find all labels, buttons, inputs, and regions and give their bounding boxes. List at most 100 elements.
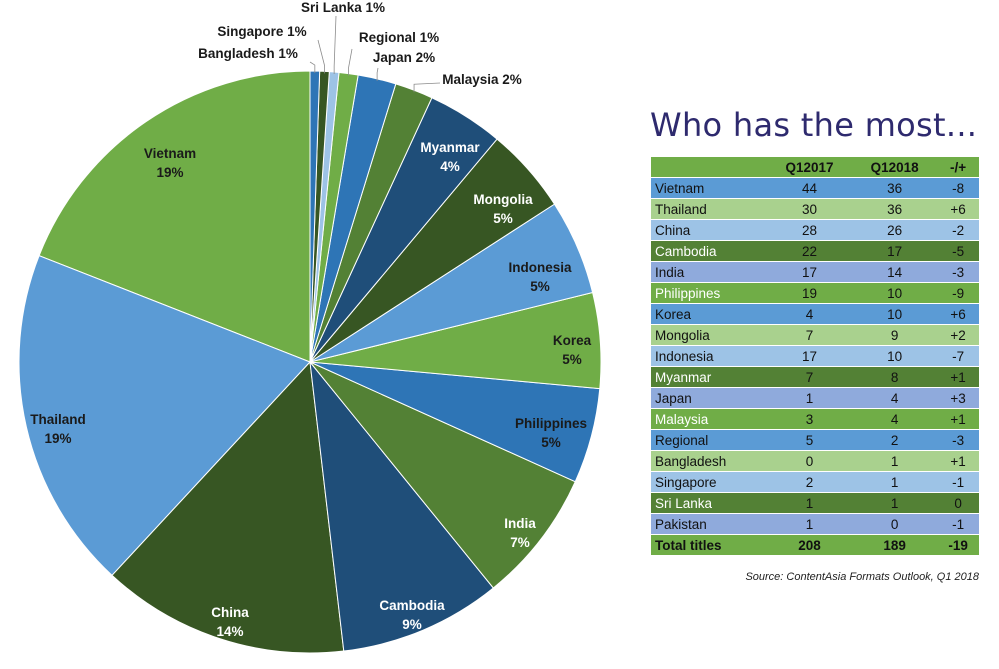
row-country: Sri Lanka	[651, 492, 767, 514]
table-row: Philippines 19 10 -9	[651, 282, 979, 304]
table-row: Regional 5 2 -3	[651, 429, 979, 451]
column-header: Q12018	[852, 157, 938, 178]
source-note: Source: ContentAsia Formats Outlook, Q1 …	[745, 571, 979, 583]
total-value: 189	[852, 534, 938, 556]
row-value: 0	[852, 513, 938, 535]
row-country: Singapore	[651, 471, 767, 493]
slice-outer-label: Bangladesh 1%	[198, 46, 298, 61]
leader-line	[376, 67, 379, 81]
row-country: Korea	[651, 303, 767, 325]
pie-leader-lines	[309, 15, 441, 93]
row-value: 2	[852, 429, 938, 451]
table-header-row: Q12017 Q12018 -/+	[651, 157, 979, 178]
row-value: 0	[937, 492, 979, 514]
row-value: 7	[767, 366, 853, 388]
slice-label: Mongolia	[473, 192, 533, 207]
row-value: 0	[767, 450, 853, 472]
row-value: 3	[767, 408, 853, 430]
slice-percent: 1%	[287, 24, 307, 39]
row-value: 5	[767, 429, 853, 451]
row-country: Bangladesh	[651, 450, 767, 472]
slice-label: Bangladesh	[198, 46, 275, 61]
pie-labels: Vietnam 19% Thailand 19% China 14% Cambodia 9% I…	[30, 0, 591, 639]
pie-slice-china	[111, 360, 345, 654]
slice-percent: 5%	[541, 435, 561, 450]
row-value: 10	[852, 282, 938, 304]
slice-label: Sri Lanka	[301, 0, 362, 15]
table-row: Vietnam 44 36 -8	[651, 177, 979, 199]
table-body: Vietnam 44 36 -8 Thailand 30 36 +6 China 28 26 -2 Ca…	[651, 177, 979, 556]
slice-label: Indonesia	[508, 260, 572, 275]
row-country: Philippines	[651, 282, 767, 304]
row-country: Malaysia	[651, 408, 767, 430]
table-row: Pakistan 1 0 -1	[651, 513, 979, 535]
row-value: -1	[937, 513, 979, 535]
slice-percent: 5%	[562, 352, 582, 367]
slice-percent: 19%	[156, 165, 183, 180]
leader-line	[309, 61, 316, 74]
slice-label: Japan	[373, 50, 412, 65]
column-header: -/+	[937, 157, 979, 178]
row-value: -9	[937, 282, 979, 304]
column-header: Q12017	[767, 157, 853, 178]
pie-chart: Vietnam 19% Thailand 19% China 14% Cambodia 9% I…	[18, 0, 602, 654]
table-row: Singapore 2 1 -1	[651, 471, 979, 493]
table-row: Sri Lanka 1 1 0	[651, 492, 979, 514]
slice-outer-label: Sri Lanka 1%	[301, 0, 385, 15]
row-value: -1	[937, 471, 979, 493]
row-country: Pakistan	[651, 513, 767, 535]
slice-label: Regional	[359, 30, 416, 45]
row-value: +1	[937, 408, 979, 430]
row-value: 1	[767, 492, 853, 514]
row-value: 30	[767, 198, 853, 220]
slice-outer-label: Malaysia 2%	[442, 72, 522, 87]
table-row: Japan 1 4 +3	[651, 387, 979, 409]
slice-label: Vietnam	[144, 146, 196, 161]
row-value: +1	[937, 450, 979, 472]
slice-percent: 4%	[440, 159, 460, 174]
slice-label: India	[504, 516, 536, 531]
row-country: Cambodia	[651, 240, 767, 262]
leader-line	[413, 82, 441, 93]
slice-percent: 2%	[416, 50, 436, 65]
row-value: 17	[852, 240, 938, 262]
total-value: -19	[937, 534, 979, 556]
slice-percent: 2%	[502, 72, 522, 87]
row-value: -3	[937, 261, 979, 283]
row-value: -3	[937, 429, 979, 451]
slice-outer-label: Regional 1%	[359, 30, 439, 45]
table-row: Malaysia 3 4 +1	[651, 408, 979, 430]
pie-slice-india	[309, 361, 576, 589]
slice-label: Singapore	[217, 24, 284, 39]
slice-label: Myanmar	[420, 140, 480, 155]
leader-line	[333, 15, 337, 75]
row-value: 44	[767, 177, 853, 199]
row-value: +1	[937, 366, 979, 388]
table-total-row: Total titles 208 189 -19	[651, 534, 979, 556]
table-row: Mongolia 7 9 +2	[651, 324, 979, 346]
slice-outer-label: Singapore 1%	[217, 24, 306, 39]
row-value: -2	[937, 219, 979, 241]
table-title: Who has the most...	[650, 106, 978, 144]
row-value: +3	[937, 387, 979, 409]
table-row: Bangladesh 0 1 +1	[651, 450, 979, 472]
slice-percent: 5%	[493, 211, 513, 226]
row-country: Regional	[651, 429, 767, 451]
row-country: Mongolia	[651, 324, 767, 346]
pie-slices	[18, 70, 602, 654]
pie-slice-thailand	[18, 255, 311, 577]
slice-percent: 1%	[420, 30, 440, 45]
row-value: 8	[852, 366, 938, 388]
row-country: Myanmar	[651, 366, 767, 388]
slice-label: Cambodia	[379, 598, 445, 613]
row-value: 4	[852, 408, 938, 430]
row-value: 1	[852, 471, 938, 493]
row-value: 9	[852, 324, 938, 346]
table-row: Thailand 30 36 +6	[651, 198, 979, 220]
row-value: 22	[767, 240, 853, 262]
slice-outer-label: Japan 2%	[373, 50, 435, 65]
table-row: India 17 14 -3	[651, 261, 979, 283]
table-row: Cambodia 22 17 -5	[651, 240, 979, 262]
row-value: -7	[937, 345, 979, 367]
data-table: Q12017 Q12018 -/+ Vietnam 44 36 -8 Thailand 3…	[651, 157, 979, 556]
